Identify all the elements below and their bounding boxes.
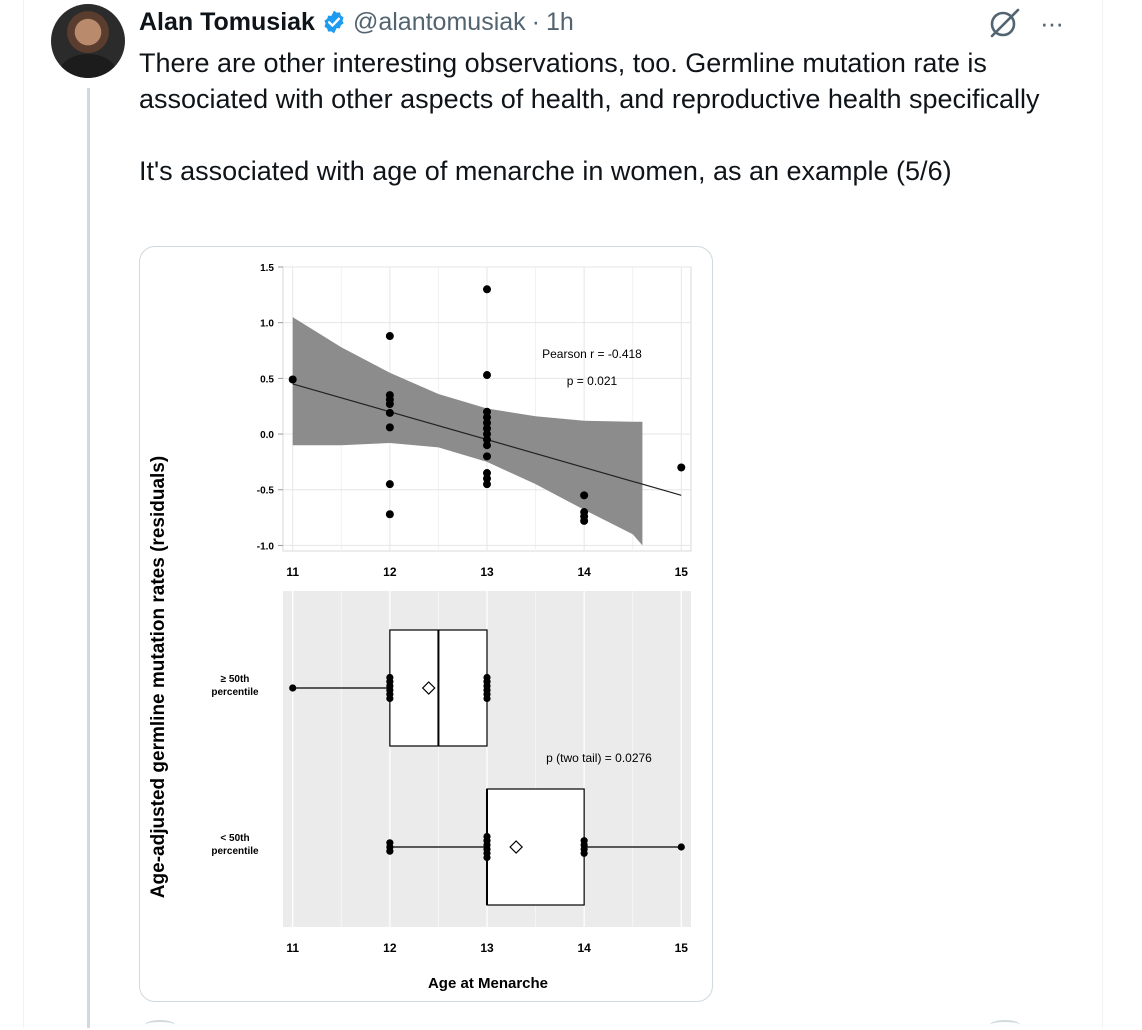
scatter-point xyxy=(483,413,491,422)
scatter-point xyxy=(483,371,491,380)
tweet-media-image[interactable]: 1.5 1.0 0.5 0.0 -0.5 -1.0 11 12 13 14 15 Pearson r … xyxy=(139,246,713,1002)
timeline-border-left xyxy=(23,0,24,1028)
group-label-line1: < 50th xyxy=(220,833,249,844)
scatter-point xyxy=(580,491,589,500)
scatter-plot: 1.5 1.0 0.5 0.0 -0.5 -1.0 11 12 13 14 15 Pearson r … xyxy=(257,263,692,579)
box-plot: ≥ 50th percentile < 50th percentile p (two t… xyxy=(211,591,691,992)
tweet-paragraph-1: There are other interesting observations… xyxy=(139,48,1040,114)
x-tick-label: 12 xyxy=(383,941,397,955)
y-axis-label: Age-adjusted germline mutation rates (re… xyxy=(148,456,169,898)
pearson-r-annotation: Pearson r = -0.418 xyxy=(542,347,642,361)
action-icon-partial-right xyxy=(990,1020,1020,1030)
y-tick-label: 0.5 xyxy=(260,374,274,385)
grok-icon[interactable] xyxy=(988,6,1022,40)
scatter-point xyxy=(483,285,491,294)
x-tick-label: 14 xyxy=(577,565,591,579)
scatter-point xyxy=(483,424,491,433)
mean-marker xyxy=(421,681,436,695)
box-point xyxy=(483,853,491,862)
scatter-point xyxy=(385,480,394,489)
scatter-point xyxy=(483,407,491,416)
scatter-point xyxy=(483,480,491,489)
group-label-line2: percentile xyxy=(211,846,259,857)
author-avatar[interactable] xyxy=(51,4,125,78)
box-point xyxy=(386,694,394,703)
more-icon[interactable]: ··· xyxy=(1040,8,1064,38)
x-tick-label: 12 xyxy=(383,565,397,579)
y-tick-label: 1.5 xyxy=(260,263,274,274)
chart-figure: 1.5 1.0 0.5 0.0 -0.5 -1.0 11 12 13 14 15 Pearson r … xyxy=(148,263,692,992)
x-tick-label: 11 xyxy=(286,565,299,579)
scatter-point xyxy=(677,463,686,472)
header-separator: · xyxy=(531,7,540,36)
x-tick-label: 15 xyxy=(675,941,689,955)
scatter-point xyxy=(483,441,491,450)
pearson-p-annotation: p = 0.021 xyxy=(567,374,618,388)
scatter-point xyxy=(580,516,589,525)
scatter-point xyxy=(483,452,491,461)
box-point xyxy=(677,843,685,851)
box-point xyxy=(289,684,297,692)
group-label-line2: percentile xyxy=(211,687,259,698)
x-tick-label: 11 xyxy=(286,941,299,955)
scatter-point xyxy=(385,510,394,519)
scatter-point xyxy=(385,423,394,432)
timeline-border-right xyxy=(1102,0,1103,1028)
group-label-line1: ≥ 50th xyxy=(221,674,250,685)
scatter-point xyxy=(385,332,394,341)
author-handle[interactable]: @alantomusiak xyxy=(352,7,526,36)
scatter-point xyxy=(483,474,491,483)
scatter-point xyxy=(483,430,491,439)
tweet-header: Alan Tomusiak @alantomusiak · 1h xyxy=(139,4,574,40)
x-tick-label: 14 xyxy=(577,941,591,955)
x-tick-label: 15 xyxy=(675,565,689,579)
scatter-point xyxy=(483,469,491,478)
scatter-point xyxy=(288,375,297,384)
x-axis-label: Age at Menarche xyxy=(428,975,548,992)
box-point xyxy=(483,694,491,703)
thread-connector-line xyxy=(87,88,90,1028)
avatar-shoulders xyxy=(59,54,117,78)
scatter-point xyxy=(385,408,394,417)
box-rect xyxy=(486,788,585,906)
tweet-paragraph-2: It's associated with age of menarche in … xyxy=(139,156,952,186)
confidence-band xyxy=(292,317,643,546)
scatter-point xyxy=(483,435,491,444)
x-tick-label: 13 xyxy=(480,565,494,579)
ttest-p-annotation: p (two tail) = 0.0276 xyxy=(546,751,652,765)
tweet-timestamp[interactable]: 1h xyxy=(545,7,574,36)
verified-badge-icon[interactable] xyxy=(321,9,347,35)
action-icon-partial xyxy=(145,1020,175,1030)
tweet-text: There are other interesting observations… xyxy=(139,45,1069,189)
box-point xyxy=(580,849,588,857)
box-point xyxy=(386,847,394,855)
scatter-point xyxy=(385,399,394,408)
mean-marker xyxy=(509,840,523,854)
y-tick-label: 0.0 xyxy=(260,430,274,441)
y-tick-label: 1.0 xyxy=(260,319,274,330)
scatter-point xyxy=(483,418,491,427)
author-name[interactable]: Alan Tomusiak xyxy=(139,7,315,36)
x-tick-label: 13 xyxy=(480,941,494,955)
y-tick-label: -0.5 xyxy=(257,486,275,497)
y-tick-label: -1.0 xyxy=(257,541,275,552)
